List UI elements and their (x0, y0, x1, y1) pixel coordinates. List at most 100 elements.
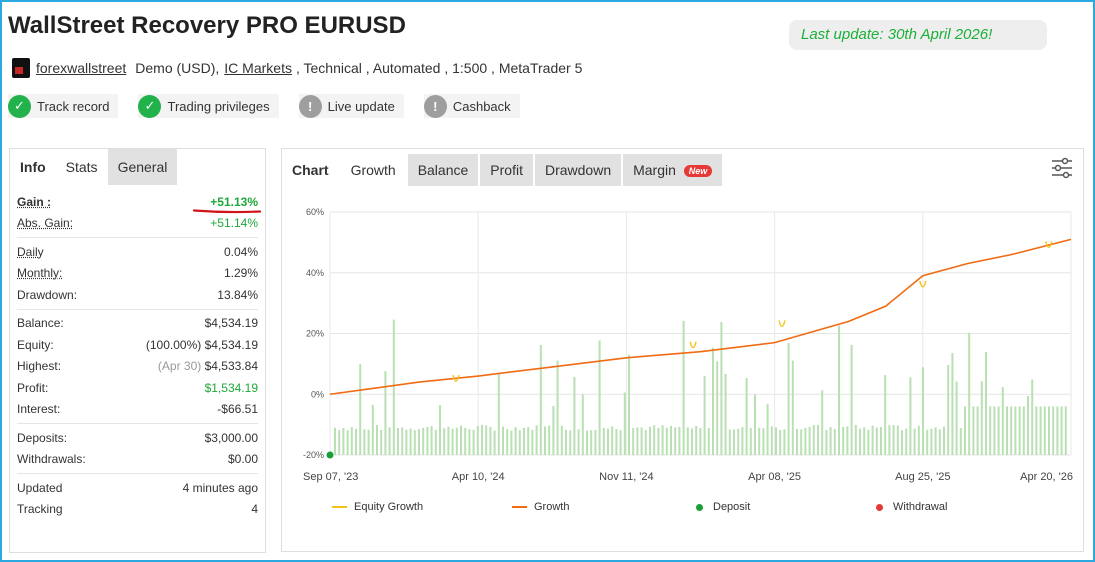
stat-label: Drawdown: (17, 287, 78, 302)
activity-bar (1031, 379, 1034, 455)
stat-gain: Gain : +51.13% (17, 191, 258, 213)
activity-bar (464, 428, 467, 455)
check-icon: ✓ (8, 94, 31, 118)
stat-updated: Updated 4 minutes ago (17, 477, 258, 499)
activity-bar (359, 364, 362, 455)
activity-bar (1006, 406, 1008, 455)
x-tick-label: Apr 10, '24 (452, 471, 505, 483)
stat-abs-gain: Abs. Gain: +51.14% (17, 213, 258, 235)
activity-bar (426, 427, 429, 455)
activity-bar (544, 426, 546, 455)
tab-info[interactable]: Info (10, 149, 56, 185)
activity-bar (712, 347, 714, 455)
activity-bar (590, 430, 593, 455)
tab-drawdown[interactable]: Drawdown (534, 154, 622, 186)
activity-bar (1043, 406, 1046, 455)
stat-label[interactable]: Monthly: (17, 266, 63, 281)
growth-line (329, 238, 1072, 396)
badge-cashback: ! Cashback (423, 94, 520, 118)
activity-bar (901, 430, 903, 455)
activity-bar (934, 427, 937, 455)
chart-settings-icon[interactable] (1051, 157, 1073, 179)
y-tick-label: 0% (311, 389, 324, 399)
legend-deposit[interactable]: Deposit (696, 501, 750, 513)
legend-withdrawal[interactable]: Withdrawal (876, 501, 947, 513)
activity-bar (821, 390, 824, 455)
activity-bar (829, 427, 832, 455)
tab-chart[interactable]: Chart (282, 154, 339, 186)
activity-bar (586, 430, 588, 455)
activity-bar (796, 429, 798, 455)
activity-bar (917, 425, 920, 455)
stat-value: 13.84% (217, 287, 258, 302)
tab-growth[interactable]: Growth (340, 154, 406, 186)
activity-bar (657, 427, 660, 455)
activity-bar (703, 375, 706, 455)
legend-swatch (512, 506, 527, 508)
activity-bar (871, 425, 874, 455)
stat-value: $1,534.19 (204, 380, 258, 395)
activity-bar (552, 406, 555, 455)
legend-growth[interactable]: Growth (512, 501, 569, 513)
x-tick-label: Apr 20, '26 (1020, 471, 1073, 483)
badge-label: Track record (37, 98, 110, 114)
stat-value: $4,534.19 (204, 337, 258, 352)
stat-tracking: Tracking 4 (17, 499, 258, 521)
activity-bar (1056, 406, 1059, 455)
check-icon: ✓ (138, 94, 162, 118)
stat-interest: Interest: -$66.51 (17, 399, 258, 421)
stat-label[interactable]: Gain : (17, 194, 52, 209)
stat-equity: Equity: (100.00%) $4,534.19 (17, 334, 258, 356)
chart-tabs: Chart Growth Balance Profit Drawdown Mar… (282, 154, 724, 186)
activity-bar (892, 425, 895, 455)
stat-label[interactable]: Daily (17, 244, 44, 259)
stat-monthly: Monthly: 1.29% (17, 263, 258, 285)
stat-label: Highest: (17, 359, 62, 374)
stat-label: Tracking (17, 502, 63, 517)
activity-bar (775, 427, 777, 455)
activity-bar (632, 428, 635, 455)
activity-bar (1060, 406, 1063, 455)
activity-bar (653, 425, 656, 455)
activity-bar (766, 403, 769, 455)
owner-link[interactable]: forexwallstreet (36, 60, 127, 76)
activity-bar (909, 377, 912, 455)
tab-profit[interactable]: Profit (480, 154, 533, 186)
activity-bar (518, 430, 521, 455)
tab-stats[interactable]: Stats (55, 149, 108, 185)
activity-bar (938, 429, 941, 455)
activity-bar (497, 373, 500, 455)
activity-bar (611, 426, 614, 455)
activity-bar (846, 426, 849, 455)
activity-bar (1064, 406, 1067, 455)
activity-bar (770, 426, 773, 455)
deposit-point (326, 451, 334, 459)
activity-bar (1027, 396, 1029, 455)
activity-bar (695, 425, 698, 455)
activity-bar (594, 430, 597, 455)
activity-bar (972, 406, 975, 455)
system-details: , Technical , Automated , 1:500 , MetaTr… (295, 60, 583, 76)
y-tick-label: 40% (306, 268, 324, 278)
page-title: WallStreet Recovery PRO EURUSD (8, 12, 406, 39)
stat-value: 1.29% (223, 266, 258, 281)
exclamation-icon: ! (423, 94, 447, 118)
activity-bar (384, 371, 387, 455)
activity-bar (678, 426, 681, 455)
tab-margin[interactable]: Margin New (623, 154, 723, 186)
stat-label: Equity: (17, 337, 54, 352)
activity-bar (1039, 406, 1042, 455)
activity-bar (623, 392, 626, 455)
tab-balance[interactable]: Balance (407, 154, 479, 186)
stat-label[interactable]: Abs. Gain: (17, 216, 74, 231)
activity-bar (342, 428, 345, 455)
legend-equity-growth[interactable]: Equity Growth (332, 501, 423, 513)
y-tick-label: 20% (306, 329, 324, 339)
exclamation-icon: ! (298, 94, 322, 118)
activity-bar (569, 430, 572, 455)
activity-bar (674, 427, 677, 455)
activity-bar (640, 427, 643, 455)
tab-general[interactable]: General (107, 149, 178, 185)
broker-link[interactable]: IC Markets (224, 60, 292, 76)
activity-bar (804, 427, 807, 455)
